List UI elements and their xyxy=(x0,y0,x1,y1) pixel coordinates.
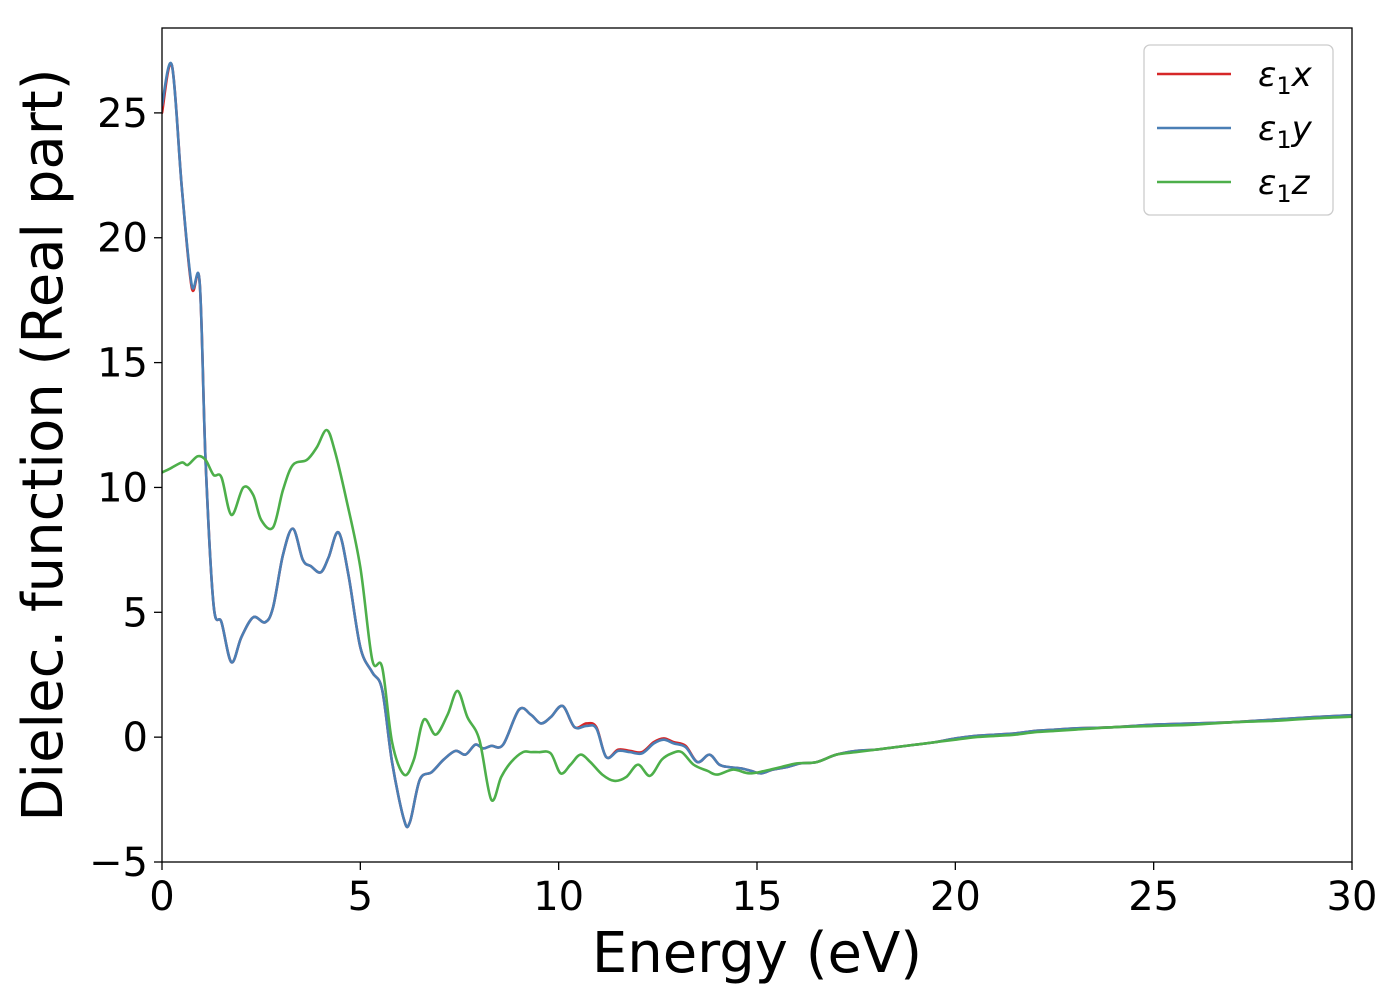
y-tick-label: −5 xyxy=(89,840,148,886)
x-tick-label: 15 xyxy=(732,874,783,920)
y-tick-label: 0 xyxy=(123,715,148,761)
x-tick-label: 0 xyxy=(149,874,174,920)
x-tick-label: 10 xyxy=(533,874,584,920)
y-tick-label: 15 xyxy=(97,341,148,387)
legend-box xyxy=(1143,44,1334,216)
x-tick-label: 30 xyxy=(1327,874,1378,920)
x-tick-label: 5 xyxy=(348,874,373,920)
x-tick-label: 25 xyxy=(1128,874,1179,920)
y-tick-label: 5 xyxy=(123,590,148,636)
x-tick-label: 20 xyxy=(930,874,981,920)
y-axis-title: Dielec. function (Real part) xyxy=(11,68,76,821)
series-line-z xyxy=(162,428,1352,802)
legend-label-y: ε1y xyxy=(1258,109,1313,154)
y-tick-label: 10 xyxy=(97,465,148,511)
series-layer xyxy=(162,61,1352,829)
y-tick-label: 20 xyxy=(97,216,148,262)
legend: ε1x ε1y ε1z xyxy=(1143,44,1334,216)
x-axis-title: Energy (eV) xyxy=(592,921,922,986)
y-tick-label: 25 xyxy=(97,91,148,137)
legend-label-z: ε1z xyxy=(1258,163,1311,208)
legend-label-x: ε1x xyxy=(1258,55,1313,100)
